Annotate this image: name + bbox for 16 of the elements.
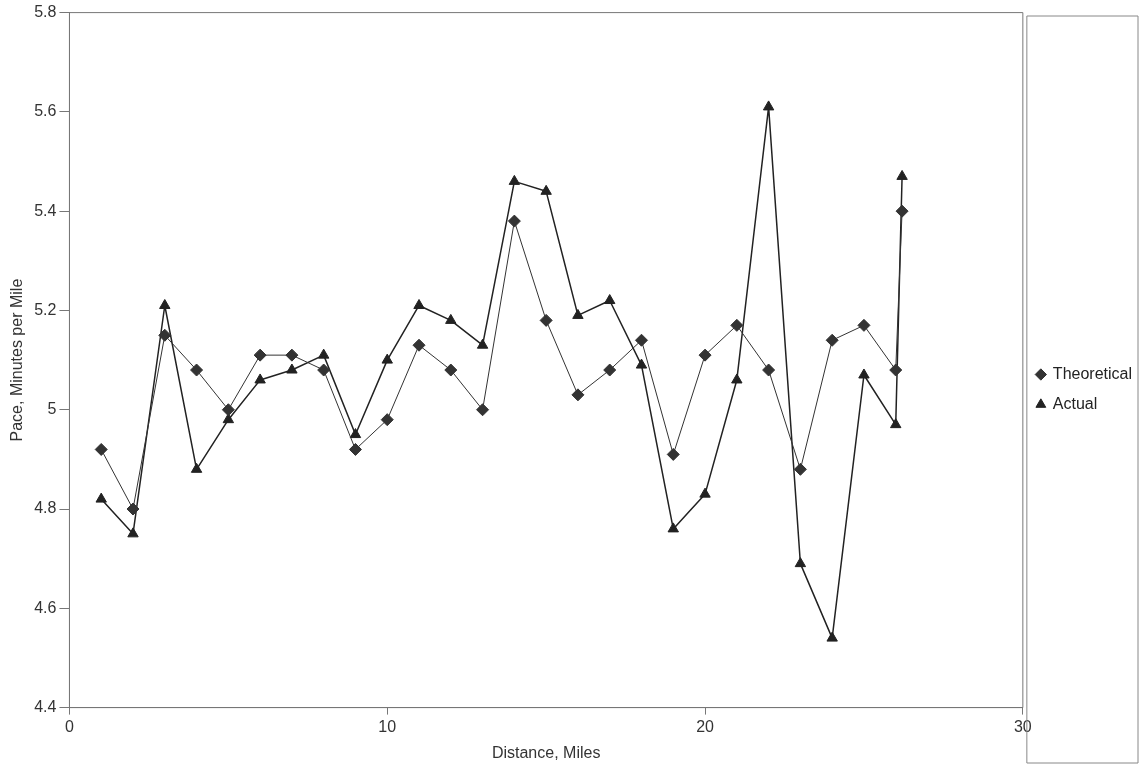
legend-label: Actual	[1052, 394, 1098, 412]
y-tick-label: 5	[47, 400, 57, 418]
y-tick-label: 5.8	[34, 3, 57, 21]
y-tick-label: 4.6	[34, 598, 57, 616]
y-tick-label: 5.6	[34, 102, 57, 120]
y-tick-label: 4.8	[34, 499, 57, 517]
x-tick-label: 30	[1013, 717, 1032, 735]
x-tick-label: 0	[64, 717, 74, 735]
y-tick-label: 5.2	[34, 300, 57, 318]
y-axis-title: Pace, Minutes per Mile	[8, 278, 26, 442]
x-axis-title: Distance, Miles	[491, 743, 601, 761]
y-tick-label: 5.4	[34, 201, 57, 219]
y-tick-label: 4.4	[34, 698, 57, 716]
legend-label: Theoretical	[1052, 364, 1133, 382]
x-tick-label: 10	[378, 717, 397, 735]
x-tick-label: 20	[696, 717, 715, 735]
